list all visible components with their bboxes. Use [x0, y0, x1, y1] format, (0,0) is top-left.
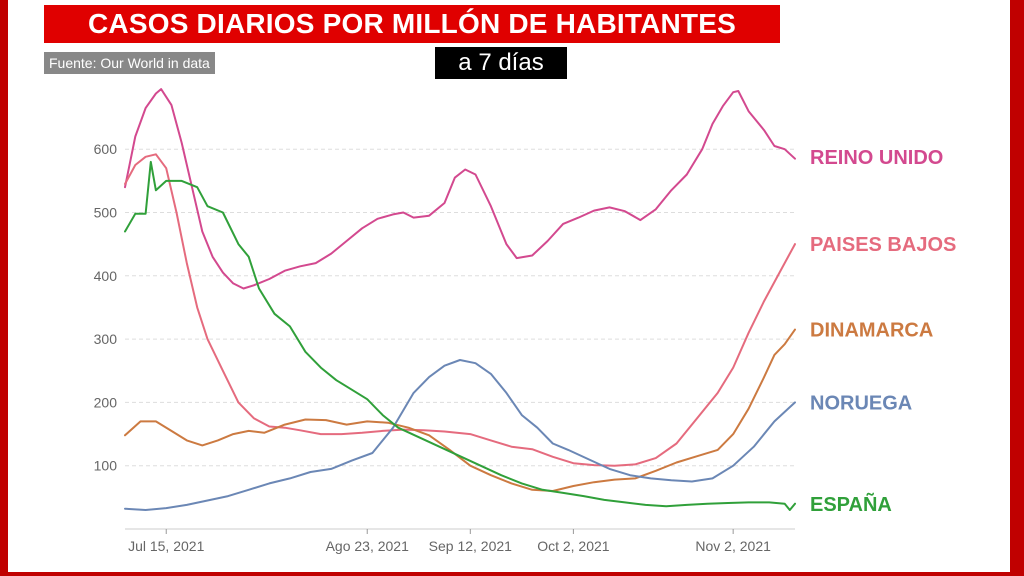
- axis-layer: 100 200 300 400 500 600 Jul 15, 2021 Ago 23, 20…: [94, 141, 795, 554]
- y-tick-label: 200: [94, 394, 118, 410]
- legend-label-noruega: NORUEGA: [810, 392, 912, 414]
- legend-label-dinamarca: DINAMARCA: [810, 320, 933, 342]
- x-tick-label: Nov 2, 2021: [695, 538, 771, 554]
- series-layer: [124, 88, 796, 511]
- source-label: Fuente: Our World in data: [44, 52, 215, 74]
- chart-subtitle: a 7 días: [435, 47, 567, 79]
- x-tick-label: Jul 15, 2021: [128, 538, 204, 554]
- y-tick-label: 300: [94, 331, 118, 347]
- chart-title: CASOS DIARIOS POR MILLÓN DE HABITANTES: [44, 5, 780, 43]
- series-line-espana: [124, 160, 796, 511]
- series-line-reino-unido: [124, 88, 796, 290]
- frame-bottom-border: [0, 572, 1024, 576]
- series-line-dinamarca: [124, 328, 796, 492]
- x-tick-label: Ago 23, 2021: [326, 538, 410, 554]
- y-tick-label: 400: [94, 268, 118, 284]
- frame-right-border: [1010, 0, 1024, 576]
- y-tick-label: 600: [94, 141, 118, 157]
- frame-left-border: [0, 0, 8, 576]
- legend-label-reino-unido: REINO UNIDO: [810, 147, 943, 169]
- legend-layer: REINO UNIDO PAISES BAJOS DINAMARCA NORUEGA E…: [810, 147, 956, 516]
- legend-label-paises-bajos: PAISES BAJOS: [810, 234, 956, 256]
- grid-layer: [125, 148, 795, 467]
- series-line-noruega: [124, 359, 796, 511]
- x-tick-label: Oct 2, 2021: [537, 538, 610, 554]
- series-line-paises-bajos: [124, 153, 796, 467]
- x-tick-label: Sep 12, 2021: [429, 538, 513, 554]
- y-tick-label: 100: [94, 458, 118, 474]
- legend-label-espana: ESPAÑA: [810, 493, 892, 516]
- y-tick-label: 500: [94, 205, 118, 221]
